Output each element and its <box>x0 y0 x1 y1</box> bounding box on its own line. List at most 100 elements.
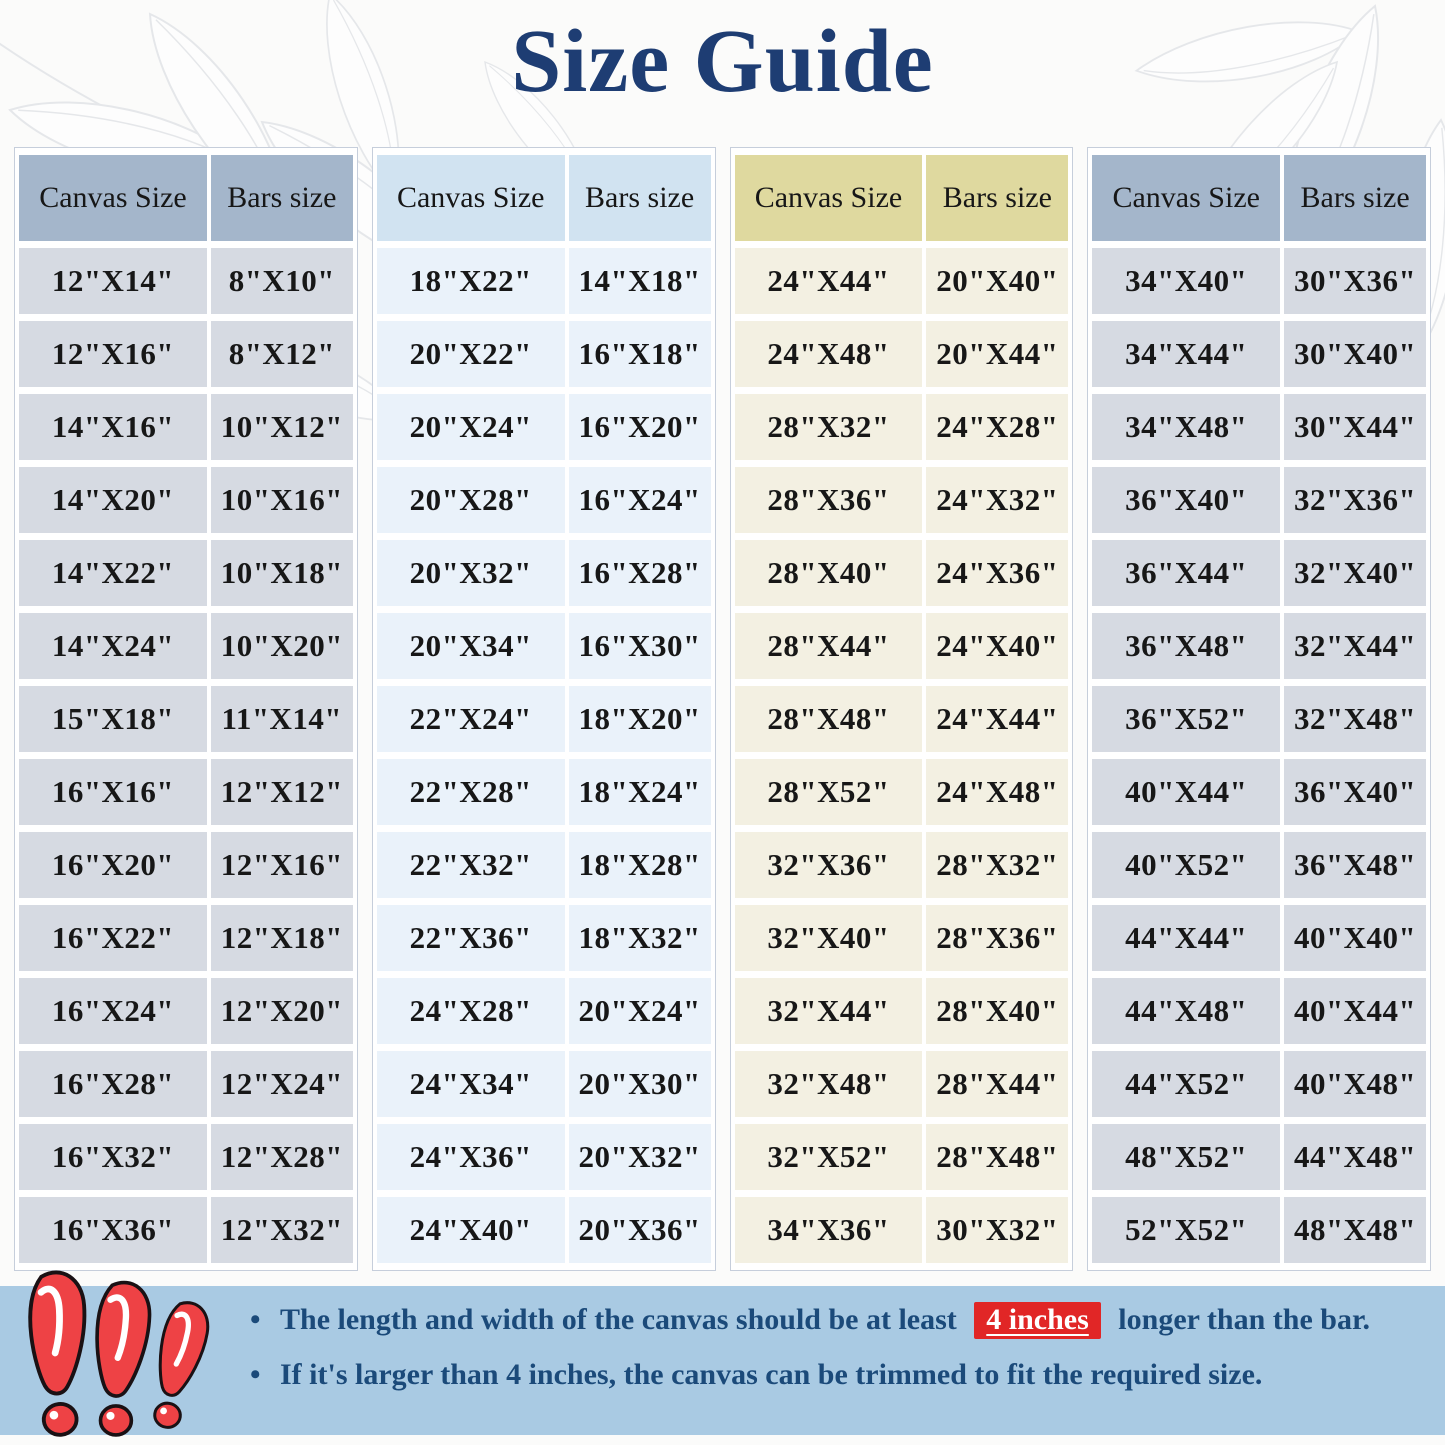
bars-size-cell: 20"X36" <box>568 1197 711 1263</box>
bars-size-cell: 48"X48" <box>1284 1197 1426 1263</box>
bars-size-cell: 12"X32" <box>210 1197 353 1263</box>
bars-size-cell: 12"X16" <box>210 832 353 898</box>
canvas-size-cell: 20"X28" <box>376 467 565 533</box>
size-row: 14"X20" 10"X16" <box>19 467 353 533</box>
canvas-size-cell: 34"X40" <box>1092 248 1281 314</box>
canvas-size-cell: 28"X48" <box>734 686 923 752</box>
bars-size-cell: 40"X44" <box>1284 978 1426 1044</box>
bars-size-cell: 20"X40" <box>926 248 1069 314</box>
bars-size-cell: 14"X18" <box>568 248 711 314</box>
bars-size-cell: 12"X20" <box>210 978 353 1044</box>
canvas-size-cell: 12"X16" <box>19 321 207 387</box>
bars-size-cell: 30"X44" <box>1284 394 1426 460</box>
canvas-size-cell: 24"X48" <box>734 321 923 387</box>
canvas-size-cell: 12"X14" <box>19 248 207 314</box>
canvas-size-cell: 20"X34" <box>376 613 565 679</box>
bars-size-cell: 10"X18" <box>210 540 353 606</box>
canvas-size-cell: 16"X32" <box>19 1124 207 1190</box>
size-row: 32"X40" 28"X36" <box>734 905 1069 971</box>
bars-size-cell: 24"X28" <box>926 394 1069 460</box>
size-row: 34"X44" 30"X40" <box>1092 321 1426 387</box>
canvas-size-cell: 36"X44" <box>1092 540 1281 606</box>
canvas-size-cell: 16"X36" <box>19 1197 207 1263</box>
size-row: 34"X36" 30"X32" <box>734 1197 1069 1263</box>
bars-size-cell: 24"X40" <box>926 613 1069 679</box>
bars-size-cell: 24"X36" <box>926 540 1069 606</box>
size-row: 48"X52" 44"X48" <box>1092 1124 1426 1190</box>
bars-size-header: Bars size <box>210 155 353 241</box>
bars-size-cell: 10"X20" <box>210 613 353 679</box>
bars-size-header: Bars size <box>926 155 1069 241</box>
canvas-size-cell: 14"X24" <box>19 613 207 679</box>
canvas-size-cell: 14"X20" <box>19 467 207 533</box>
size-row: 40"X52" 36"X48" <box>1092 832 1426 898</box>
canvas-size-header: Canvas Size <box>376 155 565 241</box>
bars-size-cell: 24"X44" <box>926 686 1069 752</box>
bars-size-cell: 30"X40" <box>1284 321 1426 387</box>
bars-size-cell: 20"X32" <box>568 1124 711 1190</box>
bars-size-header: Bars size <box>568 155 711 241</box>
bars-size-cell: 30"X32" <box>926 1197 1069 1263</box>
bars-size-cell: 36"X40" <box>1284 759 1426 825</box>
bars-size-cell: 16"X28" <box>568 540 711 606</box>
size-row: 16"X32" 12"X28" <box>19 1124 353 1190</box>
bars-size-cell: 16"X24" <box>568 467 711 533</box>
bars-size-cell: 36"X48" <box>1284 832 1426 898</box>
canvas-size-cell: 32"X48" <box>734 1051 923 1117</box>
canvas-size-cell: 28"X52" <box>734 759 923 825</box>
canvas-size-cell: 16"X20" <box>19 832 207 898</box>
bars-size-cell: 12"X18" <box>210 905 353 971</box>
bars-size-cell: 32"X40" <box>1284 540 1426 606</box>
size-row: 22"X28" 18"X24" <box>376 759 711 825</box>
bars-size-cell: 20"X24" <box>568 978 711 1044</box>
size-row: 32"X52" 28"X48" <box>734 1124 1069 1190</box>
canvas-size-cell: 20"X22" <box>376 321 565 387</box>
canvas-size-cell: 24"X36" <box>376 1124 565 1190</box>
canvas-size-cell: 40"X52" <box>1092 832 1281 898</box>
size-row: 44"X44" 40"X40" <box>1092 905 1426 971</box>
size-row: 24"X28" 20"X24" <box>376 978 711 1044</box>
canvas-size-cell: 18"X22" <box>376 248 565 314</box>
canvas-size-cell: 28"X32" <box>734 394 923 460</box>
size-row: 24"X48" 20"X44" <box>734 321 1069 387</box>
bars-size-cell: 24"X48" <box>926 759 1069 825</box>
size-row: 44"X48" 40"X44" <box>1092 978 1426 1044</box>
canvas-size-cell: 28"X40" <box>734 540 923 606</box>
canvas-size-cell: 32"X36" <box>734 832 923 898</box>
size-row: 36"X40" 32"X36" <box>1092 467 1426 533</box>
canvas-size-cell: 16"X16" <box>19 759 207 825</box>
size-row: 24"X36" 20"X32" <box>376 1124 711 1190</box>
canvas-size-cell: 32"X52" <box>734 1124 923 1190</box>
size-row: 14"X24" 10"X20" <box>19 613 353 679</box>
size-row: 32"X36" 28"X32" <box>734 832 1069 898</box>
bars-size-cell: 8"X10" <box>210 248 353 314</box>
bars-size-header: Bars size <box>1284 155 1426 241</box>
canvas-size-cell: 24"X28" <box>376 978 565 1044</box>
bars-size-cell: 32"X36" <box>1284 467 1426 533</box>
size-row: 36"X48" 32"X44" <box>1092 613 1426 679</box>
size-row: 28"X52" 24"X48" <box>734 759 1069 825</box>
canvas-size-cell: 44"X44" <box>1092 905 1281 971</box>
bullet-icon: • <box>250 1358 261 1391</box>
canvas-size-cell: 28"X36" <box>734 467 923 533</box>
size-row: 28"X48" 24"X44" <box>734 686 1069 752</box>
bars-size-cell: 44"X48" <box>1284 1124 1426 1190</box>
size-row: 16"X22" 12"X18" <box>19 905 353 971</box>
canvas-size-cell: 32"X44" <box>734 978 923 1044</box>
canvas-size-cell: 28"X44" <box>734 613 923 679</box>
size-row: 16"X28" 12"X24" <box>19 1051 353 1117</box>
bars-size-cell: 18"X24" <box>568 759 711 825</box>
size-row: 40"X44" 36"X40" <box>1092 759 1426 825</box>
bars-size-cell: 20"X30" <box>568 1051 711 1117</box>
size-row: 28"X32" 24"X28" <box>734 394 1069 460</box>
bars-size-cell: 32"X44" <box>1284 613 1426 679</box>
canvas-size-cell: 44"X52" <box>1092 1051 1281 1117</box>
bars-size-cell: 16"X20" <box>568 394 711 460</box>
canvas-size-cell: 22"X36" <box>376 905 565 971</box>
size-row: 24"X34" 20"X30" <box>376 1051 711 1117</box>
canvas-size-cell: 40"X44" <box>1092 759 1281 825</box>
canvas-size-cell: 22"X24" <box>376 686 565 752</box>
size-row: 28"X36" 24"X32" <box>734 467 1069 533</box>
bars-size-cell: 28"X32" <box>926 832 1069 898</box>
